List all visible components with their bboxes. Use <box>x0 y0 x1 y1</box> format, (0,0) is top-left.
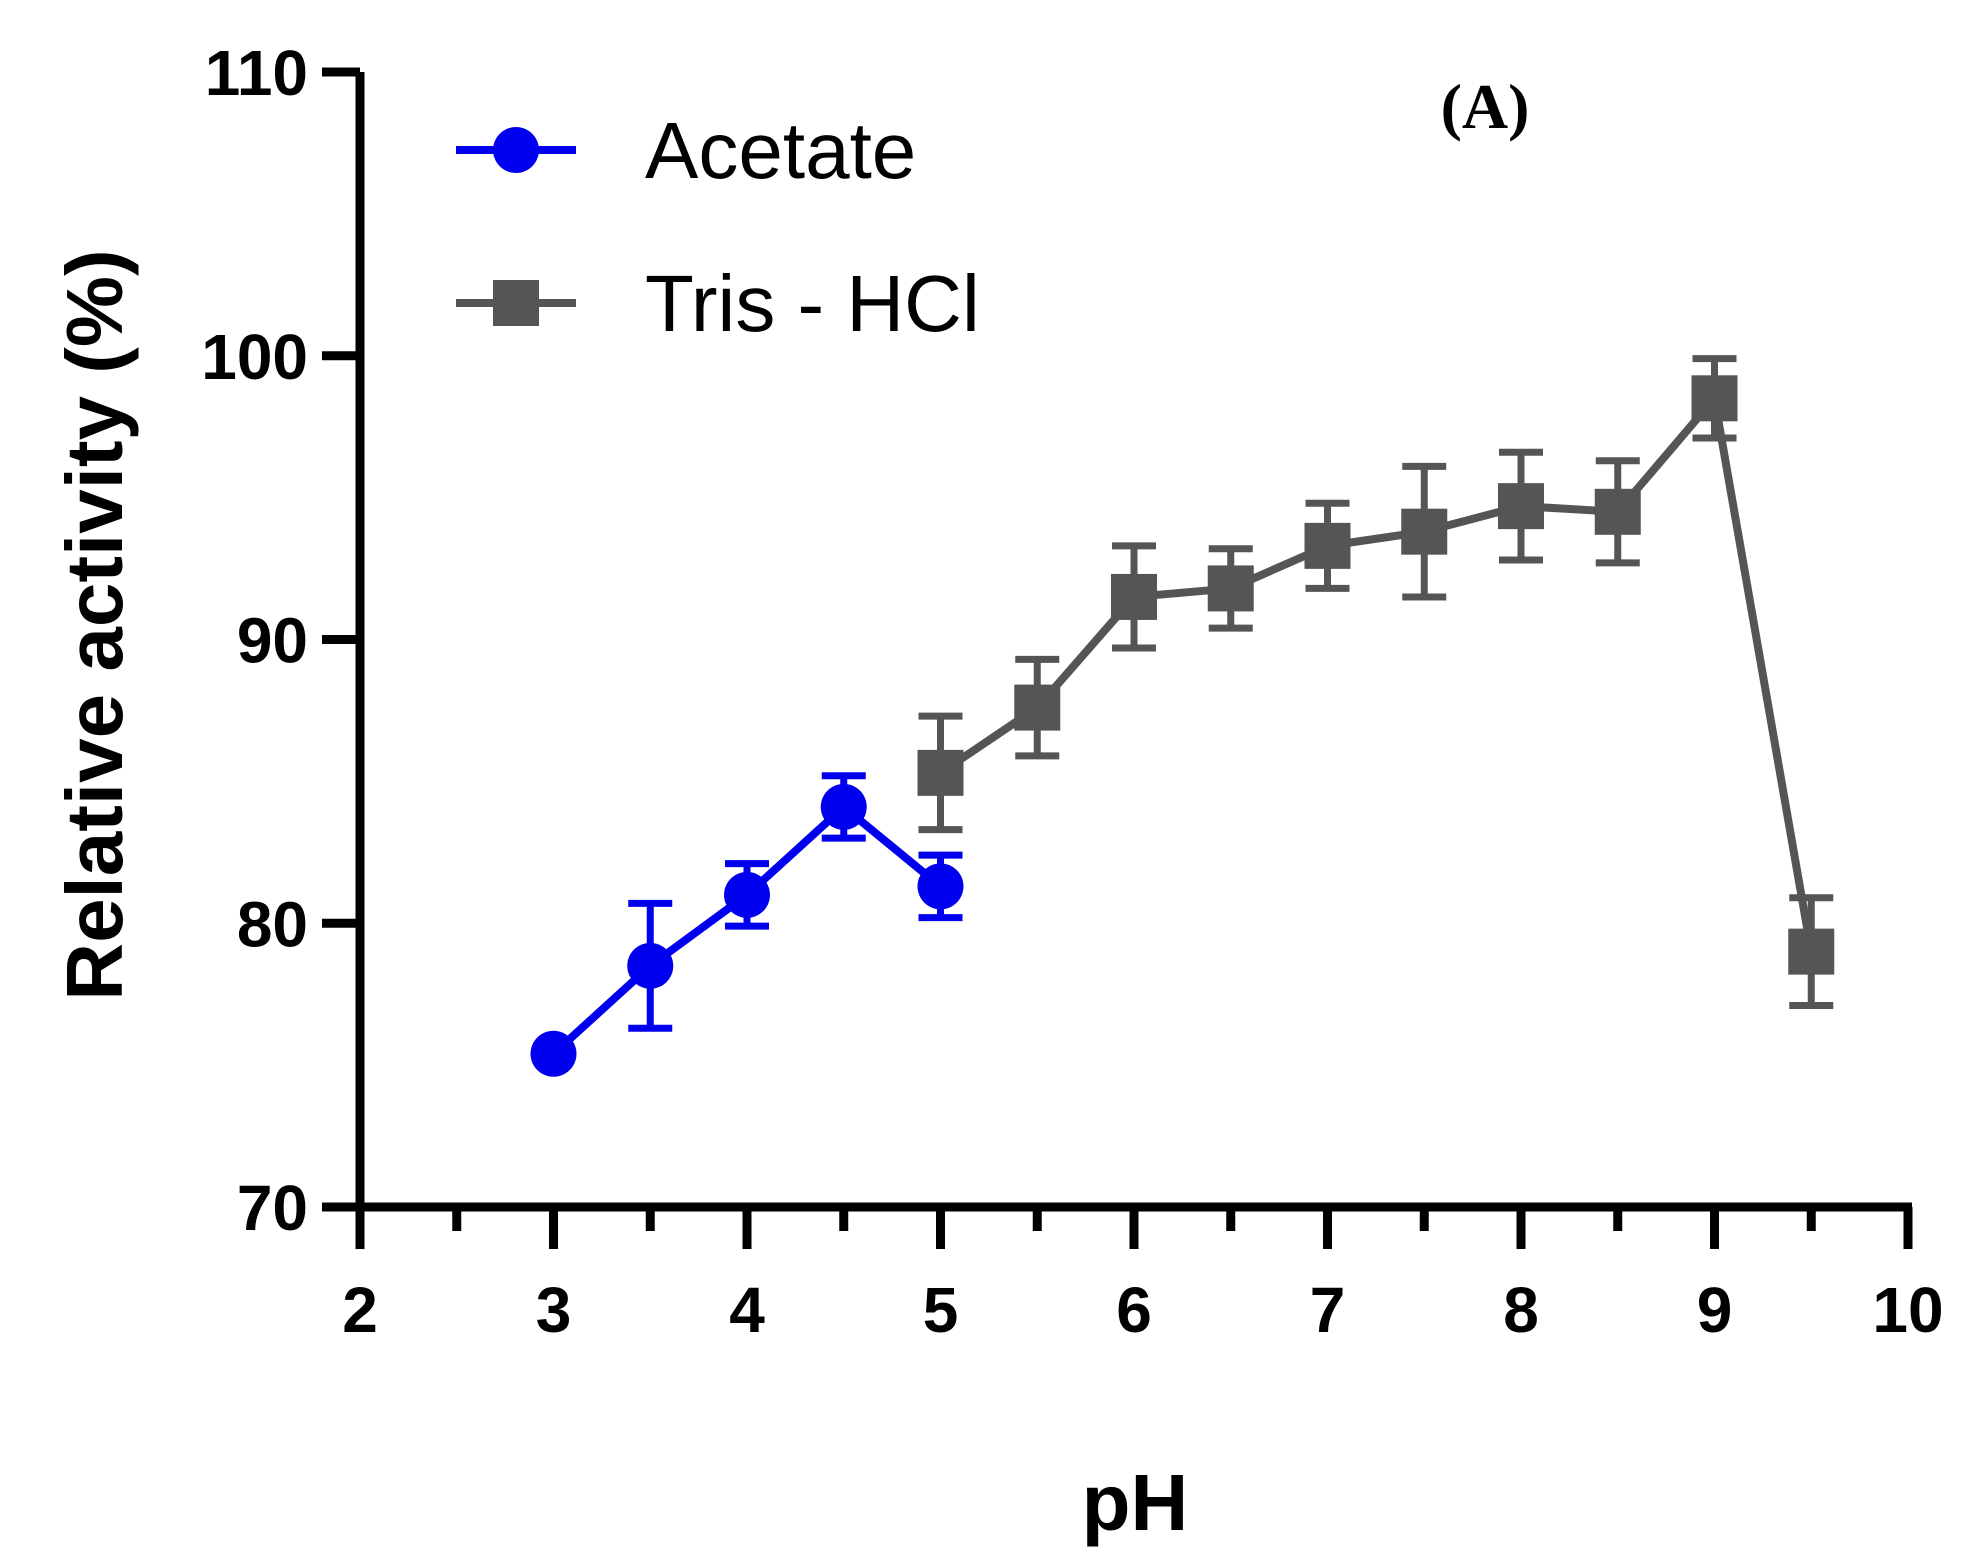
series-layer <box>530 355 1835 1077</box>
data-point <box>1111 573 1157 620</box>
series-line <box>938 394 1816 953</box>
x-tick-label: 8 <box>1503 1274 1539 1346</box>
x-tick-label: 2 <box>342 1274 378 1346</box>
legend: Acetate Tris - HCl <box>456 106 980 348</box>
series-tris-hcl <box>917 355 1835 1010</box>
x-axis-title: pH <box>1082 1458 1189 1547</box>
data-point <box>1014 684 1061 731</box>
x-tick-label: 10 <box>1872 1274 1943 1346</box>
x-tick-label: 5 <box>923 1274 959 1346</box>
data-point <box>917 863 964 910</box>
x-tick-label: 7 <box>1310 1274 1346 1346</box>
data-point <box>1207 565 1254 612</box>
y-tick-label: 110 <box>205 37 308 109</box>
legend-item-tris-hcl: Tris - HCl <box>456 259 980 348</box>
data-point <box>1401 508 1448 555</box>
data-point <box>1691 375 1738 422</box>
series-line <box>550 802 944 1057</box>
legend-label: Acetate <box>645 106 916 195</box>
x-tick-label: 9 <box>1697 1274 1733 1346</box>
data-point <box>627 942 674 989</box>
data-point <box>1788 928 1835 975</box>
legend-marker <box>493 127 539 173</box>
y-tick-label: 90 <box>237 605 308 677</box>
x-tick-label: 4 <box>729 1274 765 1346</box>
data-point <box>820 783 867 830</box>
y-tick-label: 100 <box>201 321 308 393</box>
axes: 70 80 90 100 110 2 3 4 5 6 7 8 9 10 <box>201 37 1943 1346</box>
series-acetate <box>530 772 964 1077</box>
data-point <box>1304 522 1351 569</box>
legend-item-acetate: Acetate <box>456 106 916 195</box>
data-point <box>1594 488 1641 535</box>
x-tick-label: 6 <box>1116 1274 1152 1346</box>
data-point <box>530 1030 577 1077</box>
data-point <box>724 871 770 918</box>
y-axis-title: Relative activity (%) <box>50 249 139 1000</box>
panel-annotation: (A) <box>1441 71 1530 142</box>
x-tick-label: 3 <box>536 1274 572 1346</box>
y-tick-label: 80 <box>237 888 308 960</box>
legend-marker <box>493 280 539 326</box>
legend-label: Tris - HCl <box>645 259 980 348</box>
y-tick-label: 70 <box>237 1172 308 1244</box>
data-point <box>1498 483 1544 530</box>
data-point <box>917 749 964 796</box>
